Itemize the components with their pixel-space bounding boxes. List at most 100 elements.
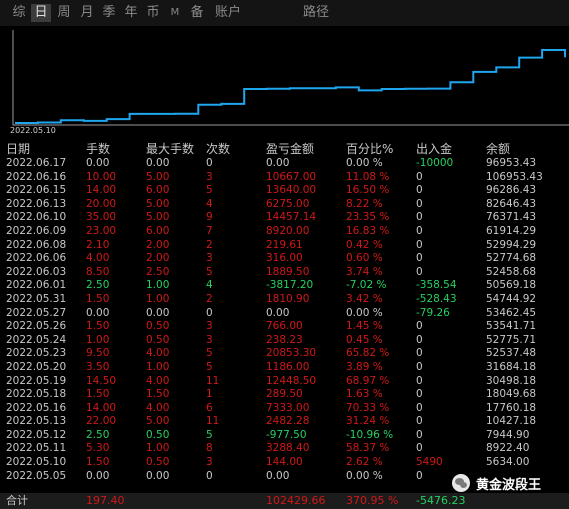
cell-max_lots: 4.00	[146, 347, 170, 360]
header-cell: 最大手数	[146, 142, 195, 156]
cell-count: 0	[206, 469, 213, 482]
table-row: 2022.05.20 3.50 1.00 5 1186.00 3.89 % 0 31684.1…	[0, 361, 569, 375]
tab-7[interactable]: M	[170, 7, 180, 18]
cell-flow: 0	[416, 360, 423, 373]
cell-pnl: 238.23	[266, 333, 303, 346]
table-row: 2022.05.27 0.00 0.00 0 0.00 0.00 % -79.26 53462…	[0, 307, 569, 321]
cell-pnl: 14457.14	[266, 211, 317, 224]
cell-pct: -7.02 %	[346, 279, 387, 292]
cell-flow: 0	[416, 442, 423, 455]
tab-10[interactable]: 路径	[302, 5, 329, 20]
cell-count: 5	[206, 347, 213, 360]
cell-flow: 0	[416, 211, 423, 224]
cell-count: 4	[206, 279, 213, 292]
header-cell: 盈亏金额	[266, 142, 315, 156]
cell-count: 7	[206, 224, 213, 237]
cell-balance: 31684.18	[486, 360, 537, 373]
cell-max_lots: 0.00	[146, 157, 170, 169]
cell-max_lots: 6.00	[146, 184, 170, 197]
cell-lots: 4.00	[86, 252, 110, 265]
tab-9[interactable]: 账户	[214, 5, 241, 20]
cell-max_lots: 5.00	[146, 197, 170, 210]
cell-count: 6	[206, 401, 213, 414]
cell-count: 3	[206, 456, 213, 469]
total-row: 合计 197.40 102429.66 370.95 % -5476.23	[0, 493, 569, 509]
cell-lots: 0.00	[86, 157, 110, 169]
watermark: 黄金波段王	[452, 472, 541, 494]
tab-1[interactable]: 日	[31, 4, 51, 22]
tab-6[interactable]: 币	[146, 5, 160, 20]
cell-flow: 0	[416, 252, 423, 265]
table-row: 2022.06.09 23.00 6.00 7 8920.00 16.83 % 0 61914…	[0, 225, 569, 239]
tab-4[interactable]: 季	[102, 5, 116, 20]
table-row: 2022.05.10 1.50 0.50 3 144.00 2.62 % 5490 5634.…	[0, 456, 569, 470]
cell-flow: 0	[416, 333, 423, 346]
cell-count: 1	[206, 388, 213, 401]
table-row: 2022.06.16 10.00 5.00 3 10667.00 11.08 % 0 1069…	[0, 171, 569, 185]
cell-max_lots: 1.50	[146, 388, 170, 401]
cell-pnl: 316.00	[266, 252, 303, 265]
cell-pnl: 1810.90	[266, 292, 310, 305]
balance-chart: 2022.05.10	[0, 26, 569, 136]
cell-count: 3	[206, 252, 213, 265]
cell-pnl: 144.00	[266, 456, 303, 469]
cell-date: 2022.05.05	[6, 469, 67, 482]
cell-lots: 1.00	[86, 333, 110, 346]
cell-max_lots: 1.00	[146, 292, 170, 305]
tab-2[interactable]: 周	[57, 5, 71, 20]
cell-pnl: 20853.30	[266, 347, 317, 360]
cell-max_lots: 0.00	[146, 306, 170, 319]
cell-balance: 5634.00	[486, 456, 530, 469]
period-tab-bar: 综日周月季年币 M 备账户 路径	[0, 0, 569, 26]
tab-8[interactable]: 备	[190, 5, 204, 20]
cell-balance: 53462.45	[486, 306, 537, 319]
table-row: 2022.06.10 35.00 5.00 9 14457.14 23.35 % 0 7637…	[0, 211, 569, 225]
cell-max_lots: 0.00	[146, 469, 170, 482]
balance-chart-svg	[12, 30, 569, 126]
cell-pct: 23.35 %	[346, 211, 390, 224]
cell-date: 2022.05.31	[6, 292, 67, 305]
cell-max_lots: 0.50	[146, 456, 170, 469]
cell-pct: 31.24 %	[346, 415, 390, 428]
cell-count: 11	[206, 415, 220, 428]
cell-lots: 23.00	[86, 224, 117, 237]
header-cell: 出入金	[416, 142, 453, 156]
cell-lots: 9.50	[86, 347, 110, 360]
cell-lots: 14.00	[86, 184, 117, 197]
cell-balance: 61914.29	[486, 224, 537, 237]
table-row: 2022.06.15 14.00 6.00 5 13640.00 16.50 % 0 9628…	[0, 184, 569, 198]
cell-flow: -358.54	[416, 279, 457, 292]
cell-pct: 0.60 %	[346, 252, 383, 265]
cell-count: 2	[206, 292, 213, 305]
tab-5[interactable]: 年	[124, 5, 138, 20]
cell-balance: 30498.18	[486, 374, 537, 387]
table-row: 2022.06.06 4.00 2.00 3 316.00 0.60 % 0 52774.68	[0, 252, 569, 266]
table-row: 2022.05.19 14.50 4.00 11 12448.50 68.97 % 0 304…	[0, 375, 569, 389]
cell-date: 2022.05.27	[6, 306, 67, 319]
cell-flow: 0	[416, 197, 423, 210]
cell-lots: 1.50	[86, 292, 110, 305]
cell-pnl: 12448.50	[266, 374, 317, 387]
cell-lots: 0.00	[86, 306, 110, 319]
cell-date: 2022.05.26	[6, 320, 67, 333]
table-row: 2022.06.03 8.50 2.50 5 1889.50 3.74 % 0 52458.6…	[0, 266, 569, 280]
cell-date: 2022.06.03	[6, 265, 67, 278]
cell-date: 2022.06.06	[6, 252, 67, 265]
tab-0[interactable]: 综	[12, 5, 26, 20]
cell-lots: 14.00	[86, 401, 117, 414]
cell-pct: 2.62 %	[346, 456, 383, 469]
header-cell: 手数	[86, 142, 111, 156]
cell-flow: 0	[416, 374, 423, 387]
cell-date: 2022.06.15	[6, 184, 67, 197]
cell-lots: 22.00	[86, 415, 117, 428]
cell-pct: 3.42 %	[346, 292, 383, 305]
cell-balance: 52774.68	[486, 252, 537, 265]
cell-balance: 10427.18	[486, 415, 537, 428]
watermark-text: 黄金波段王	[476, 477, 542, 493]
cell-max_lots: 0.50	[146, 333, 170, 346]
cell-date: 2022.05.23	[6, 347, 67, 360]
chart-start-date-label: 2022.05.10	[10, 126, 56, 135]
cell-balance: 17760.18	[486, 401, 537, 414]
tab-3[interactable]: 月	[80, 5, 94, 20]
cell-pct: 70.33 %	[346, 401, 390, 414]
